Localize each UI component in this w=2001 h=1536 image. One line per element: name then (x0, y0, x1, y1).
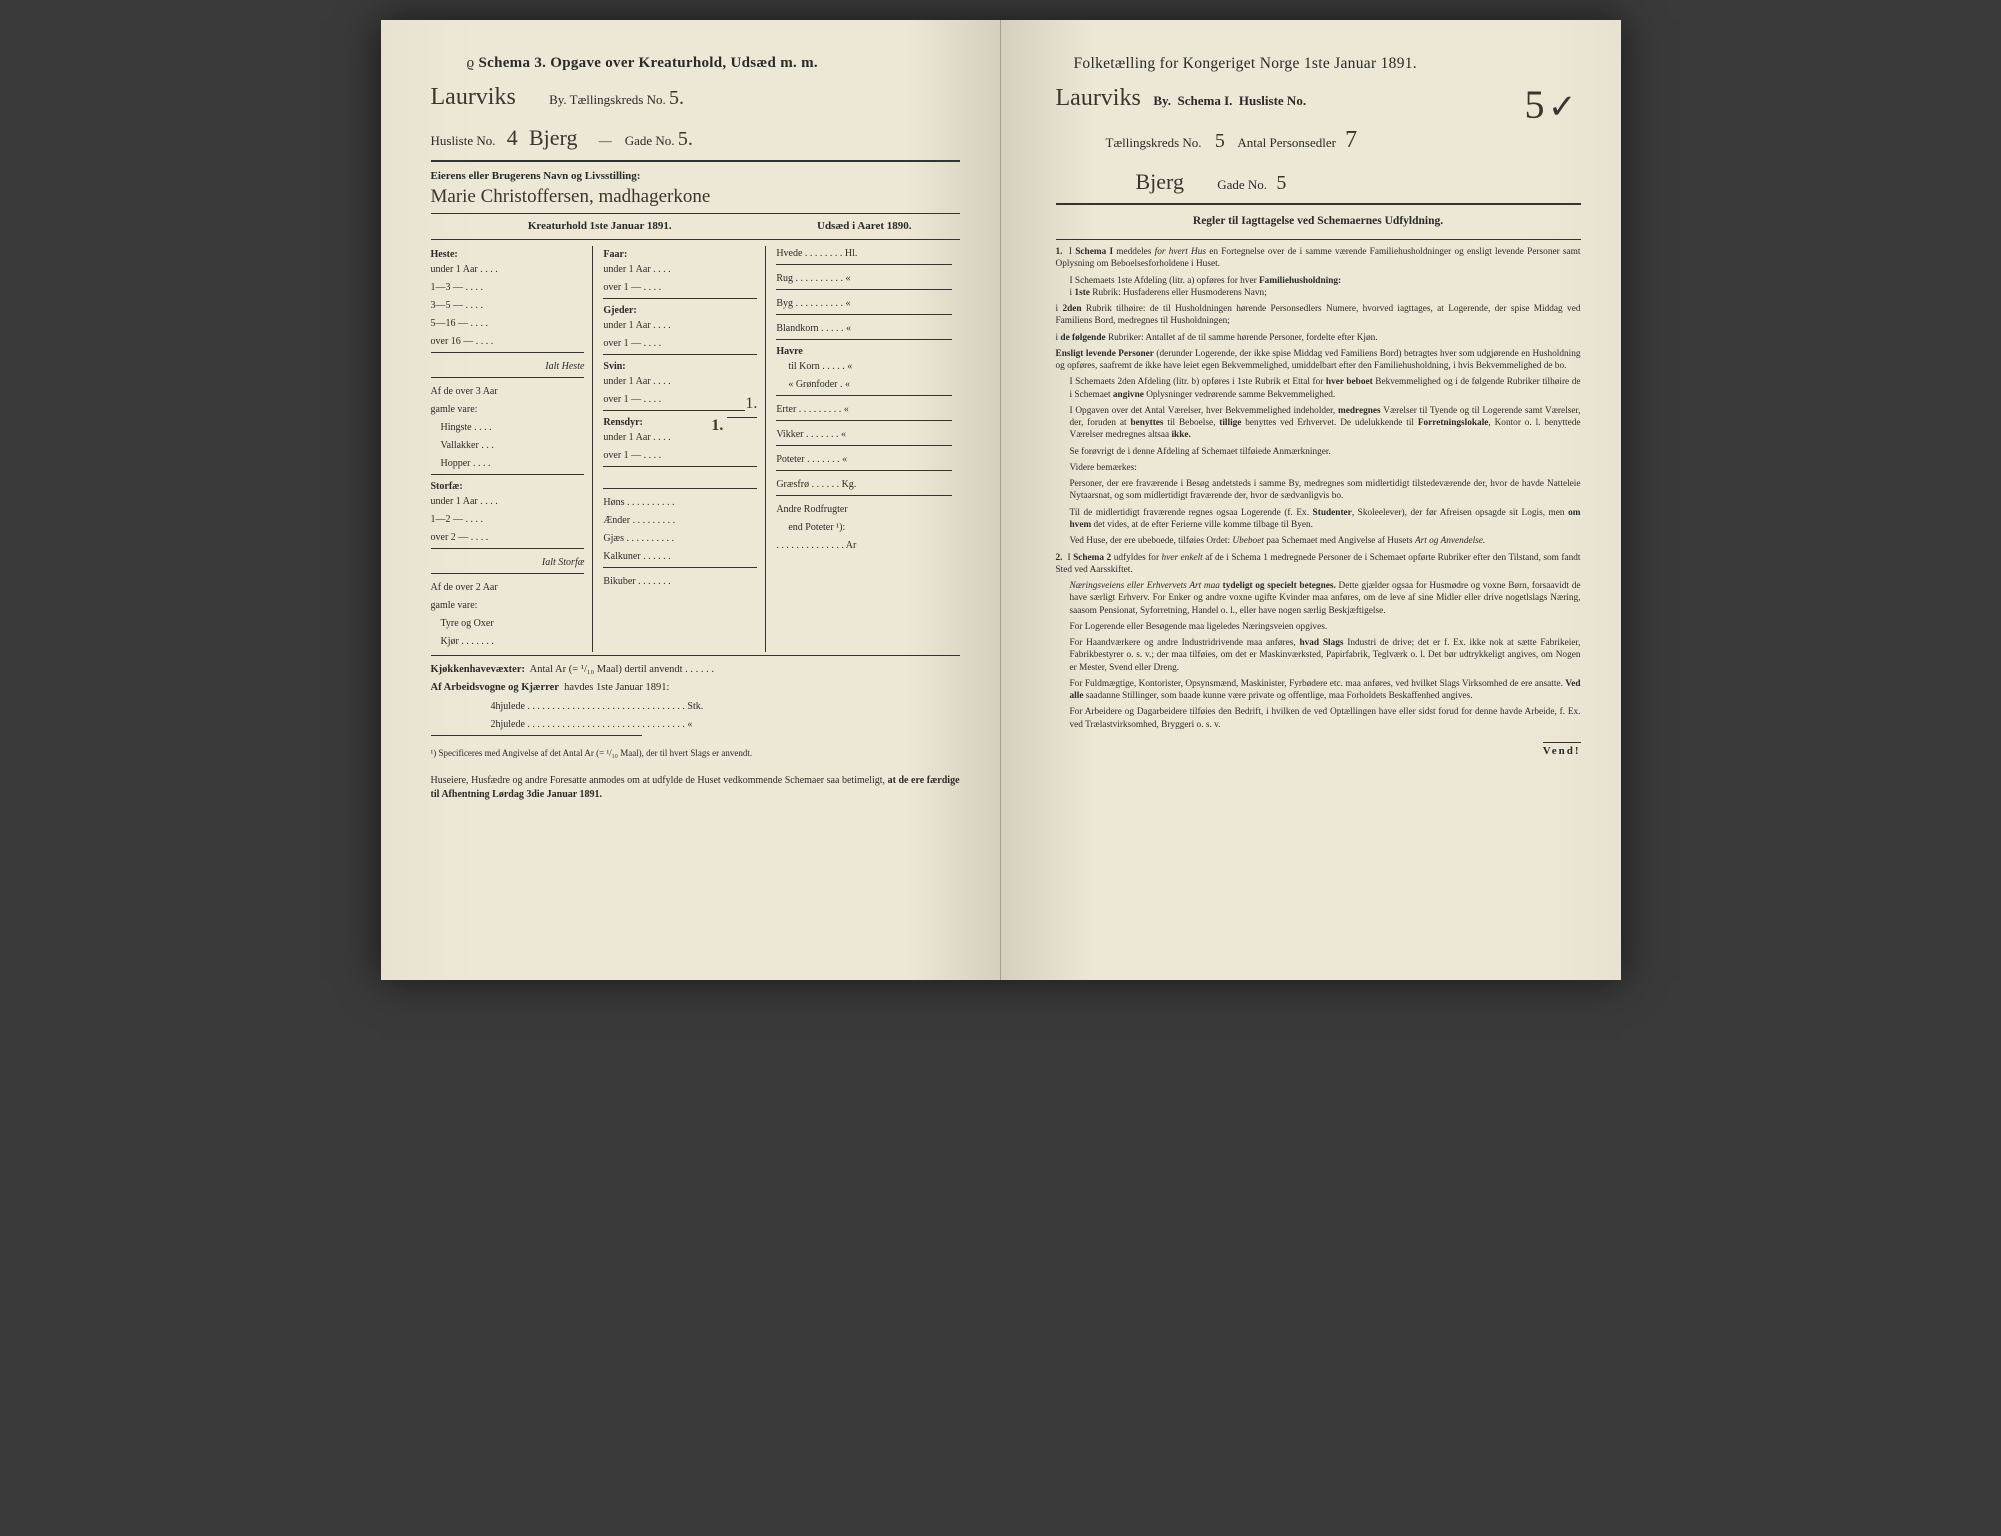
col-heste-storfae: Heste: under 1 Aar . . . . 1—3 — . . . .… (431, 246, 594, 652)
sedler-count: 7 (1345, 121, 1357, 159)
left-page: ϱ Schema 3. Opgave over Kreaturhold, Uds… (381, 20, 1001, 980)
by-label-right: By. Schema I. Husliste No. (1150, 93, 1306, 108)
owner-label: Eierens eller Brugerens Navn og Livsstil… (431, 170, 960, 182)
rules-title: Regler til Iagttagelse ved Schemaernes U… (1056, 215, 1581, 227)
gade-no: 5. (678, 123, 693, 155)
instructions: Huseiere, Husfædre og andre Foresatte an… (431, 774, 960, 801)
col-udsaed: Hvede . . . . . . . . Hl. Rug . . . . . … (776, 246, 959, 652)
svin-over1-value: 1. (745, 392, 757, 416)
kreatur-title: Kreaturhold 1ste Januar 1891. (431, 220, 770, 232)
left-header: ϱ Schema 3. Opgave over Kreaturhold, Uds… (431, 55, 960, 72)
owner-name: Marie Christoffersen, madhagerkone (431, 186, 711, 208)
rensdyr-value: 1. (711, 417, 723, 435)
gade-name: Bjerg (529, 120, 577, 155)
rules-body: 1. I Schema I meddeles for hvert Hus en … (1056, 246, 1581, 731)
hjul4: 4hjulede . . . . . . . . . . . . . . . .… (491, 699, 960, 714)
data-columns: Heste: under 1 Aar . . . . 1—3 — . . . .… (431, 246, 960, 652)
footnote: ¹) Specificeres med Angivelse af det Ant… (431, 748, 960, 758)
city-handwriting-right: Laurviks (1056, 79, 1141, 117)
city-handwriting: Laurviks (431, 78, 516, 116)
check-mark: ✓ (1548, 81, 1577, 135)
kjokken-row: Kjøkkenhavevæxter: Antal Ar (= ¹/₁₀ Maal… (431, 662, 960, 678)
husliste-label: Husliste No. (431, 133, 496, 148)
kreds-no-right: 5 (1215, 125, 1225, 157)
husliste-no-right: 5 (1525, 73, 1545, 137)
col-faar-svin: Faar: under 1 Aar . . . . over 1 — . . .… (603, 246, 766, 652)
city-row-right: Laurviks By. Schema I. Husliste No. 5 ✓ (1056, 79, 1581, 117)
kreds-row: Tællingskreds No. 5 Antal Personsedler 7 (1106, 121, 1581, 159)
vend-label: Vend! (1056, 745, 1581, 757)
udsaed-title: Udsæd i Aaret 1890. (769, 220, 959, 232)
city-row: Laurviks By. Tællingskreds No. 5. (431, 78, 960, 116)
by-label: By. Tællingskreds No. (549, 92, 666, 107)
husliste-row: Husliste No. 4 Bjerg — Gade No. 5. (431, 120, 960, 155)
right-page: Folketælling for Kongeriget Norge 1ste J… (1001, 20, 1621, 980)
gade-no-right: 5 (1276, 167, 1286, 199)
gade-label: Gade No. (625, 133, 675, 148)
gade-name-right: Bjerg (1136, 164, 1184, 199)
hjul2: 2hjulede . . . . . . . . . . . . . . . .… (491, 717, 960, 732)
gade-row-right: Bjerg Gade No. 5 (1136, 164, 1581, 199)
husliste-no: 4 (507, 120, 518, 155)
arbeid-row: Af Arbeidsvogne og Kjærrer havdes 1ste J… (431, 680, 960, 696)
book-spread: ϱ Schema 3. Opgave over Kreaturhold, Uds… (381, 20, 1621, 980)
right-header: Folketælling for Kongeriget Norge 1ste J… (1074, 55, 1581, 73)
kreds-no: 5. (669, 82, 684, 114)
